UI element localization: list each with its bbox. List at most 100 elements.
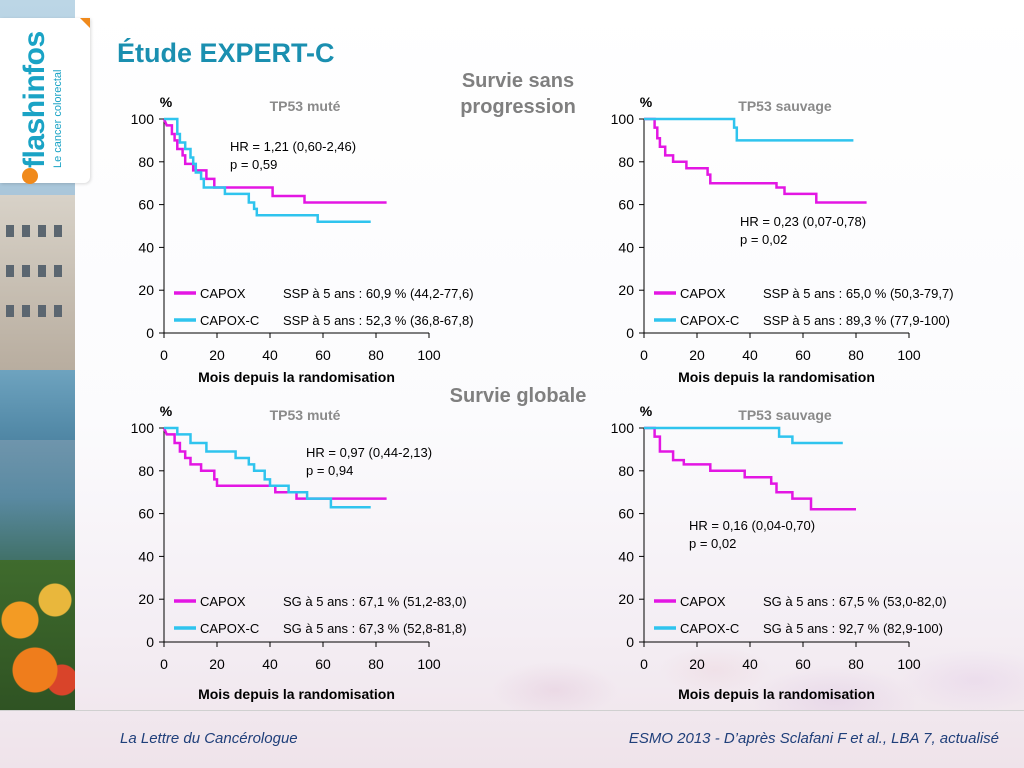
km-chart-2: 0 20 40 60 80 100 0 20 40 60 80 100% Mois depuis la …: [611, 94, 954, 385]
x-axis-label: Mois depuis la randomisation: [678, 686, 875, 702]
legend-label-capox: CAPOX: [680, 286, 726, 301]
x-tick-label: 60: [795, 347, 811, 363]
y-tick-label: 80: [138, 463, 154, 479]
x-tick-label: 60: [315, 656, 331, 672]
p-value-label: p = 0,94: [306, 463, 353, 478]
y-tick-label: 60: [618, 506, 634, 522]
x-tick-label: 80: [368, 656, 384, 672]
x-tick-label: 40: [742, 656, 758, 672]
x-axis-label: Mois depuis la randomisation: [198, 369, 395, 385]
x-tick-label: 100: [897, 656, 921, 672]
legend-label-capox-c: CAPOX-C: [200, 313, 259, 328]
y-tick-label: 40: [618, 239, 634, 255]
y-tick-label: 80: [138, 154, 154, 170]
km-curve-capox: [162, 118, 387, 204]
x-tick-label: 40: [262, 656, 278, 672]
chart-title: TP53 muté: [270, 407, 341, 423]
y-tick-label: 60: [138, 506, 154, 522]
survival-charts: 0 20 40 60 80 100 0 20 40 60 80 100% Mois depuis la …: [131, 94, 954, 702]
legend-value-capox-c: SG à 5 ans : 92,7 % (82,9-100): [763, 621, 943, 636]
km-curve-capox-c: [164, 117, 371, 223]
y-tick-label: 0: [146, 325, 154, 341]
km-chart-4: 0 20 40 60 80 100 0 20 40 60 80 100% Mois depuis la …: [611, 403, 947, 702]
km-curve-capox-c: [644, 426, 843, 445]
km-chart-1: 0 20 40 60 80 100 0 20 40 60 80 100% Mois depuis la …: [131, 94, 474, 385]
x-tick-label: 100: [417, 656, 441, 672]
x-tick-label: 40: [742, 347, 758, 363]
y-axis-label: %: [160, 94, 173, 110]
x-tick-label: 20: [209, 347, 225, 363]
y-axis-label: %: [640, 94, 653, 110]
legend-value-capox: SSP à 5 ans : 65,0 % (50,3-79,7): [763, 286, 954, 301]
x-tick-label: 80: [848, 656, 864, 672]
km-curve-capox: [162, 427, 387, 500]
y-tick-label: 20: [618, 282, 634, 298]
legend-value-capox: SG à 5 ans : 67,1 % (51,2-83,0): [283, 594, 467, 609]
p-value-label: p = 0,02: [689, 536, 736, 551]
y-tick-label: 60: [618, 197, 634, 213]
y-tick-label: 80: [618, 154, 634, 170]
y-tick-label: 0: [146, 634, 154, 650]
km-curve-capox: [644, 426, 856, 511]
y-axis-label: %: [160, 403, 173, 419]
logo-dot-icon: [22, 168, 38, 184]
x-tick-label: 20: [689, 656, 705, 672]
x-axis-label: Mois depuis la randomisation: [198, 686, 395, 702]
y-tick-label: 20: [138, 282, 154, 298]
water-illustration: [0, 370, 75, 440]
footer-divider: [0, 710, 1024, 711]
km-curve-capox-c: [644, 117, 854, 142]
x-tick-label: 80: [368, 347, 384, 363]
hazard-ratio-label: HR = 0,97 (0,44-2,13): [306, 445, 432, 460]
legend-value-capox: SSP à 5 ans : 60,9 % (44,2-77,6): [283, 286, 474, 301]
x-tick-label: 0: [160, 656, 168, 672]
x-tick-label: 100: [417, 347, 441, 363]
chart-title: TP53 sauvage: [738, 98, 832, 114]
footer-reference: ESMO 2013 - D’après Sclafani F et al., L…: [628, 730, 999, 747]
km-chart-3: 0 20 40 60 80 100 0 20 40 60 80 100% Mois depuis la …: [131, 403, 467, 702]
p-value-label: p = 0,59: [230, 157, 277, 172]
section-title-os: Survie globale: [449, 385, 587, 407]
tulips-illustration: [0, 560, 75, 710]
km-curve-capox: [644, 117, 867, 204]
footer-journal: La Lettre du Cancérologue: [120, 730, 298, 747]
km-curve-capox-c: [164, 426, 371, 509]
chart-title: TP53 muté: [270, 98, 341, 114]
legend-value-capox: SG à 5 ans : 67,5 % (53,0-82,0): [763, 594, 947, 609]
x-tick-label: 20: [689, 347, 705, 363]
y-axis-label: %: [640, 403, 653, 419]
y-tick-label: 100: [611, 111, 635, 127]
legend-value-capox-c: SSP à 5 ans : 89,3 % (77,9-100): [763, 313, 950, 328]
y-tick-label: 40: [138, 548, 154, 564]
logo-corner-icon: [80, 18, 90, 28]
x-tick-label: 100: [897, 347, 921, 363]
legend-label-capox-c: CAPOX-C: [200, 621, 259, 636]
x-tick-label: 0: [640, 347, 648, 363]
hazard-ratio-label: HR = 0,23 (0,07-0,78): [740, 214, 866, 229]
y-tick-label: 20: [138, 591, 154, 607]
legend-label-capox: CAPOX: [200, 594, 246, 609]
legend-value-capox-c: SSP à 5 ans : 52,3 % (36,8-67,8): [283, 313, 474, 328]
y-tick-label: 100: [131, 111, 155, 127]
x-tick-label: 20: [209, 656, 225, 672]
y-tick-label: 80: [618, 463, 634, 479]
section-title-pfs: Survie sans progression: [460, 70, 576, 118]
x-tick-label: 60: [315, 347, 331, 363]
y-tick-label: 40: [618, 548, 634, 564]
legend-label-capox-c: CAPOX-C: [680, 621, 739, 636]
x-tick-label: 0: [640, 656, 648, 672]
x-tick-label: 0: [160, 347, 168, 363]
page-title: Étude EXPERT-C: [117, 38, 335, 68]
y-tick-label: 60: [138, 197, 154, 213]
y-tick-label: 100: [611, 420, 635, 436]
chart-title: TP53 sauvage: [738, 407, 832, 423]
legend-value-capox-c: SG à 5 ans : 67,3 % (52,8-81,8): [283, 621, 467, 636]
x-tick-label: 40: [262, 347, 278, 363]
building-illustration: [0, 195, 75, 370]
y-tick-label: 0: [626, 325, 634, 341]
y-tick-label: 20: [618, 591, 634, 607]
x-tick-label: 60: [795, 656, 811, 672]
hazard-ratio-label: HR = 1,21 (0,60-2,46): [230, 139, 356, 154]
hazard-ratio-label: HR = 0,16 (0,04-0,70): [689, 518, 815, 533]
p-value-label: p = 0,02: [740, 232, 787, 247]
